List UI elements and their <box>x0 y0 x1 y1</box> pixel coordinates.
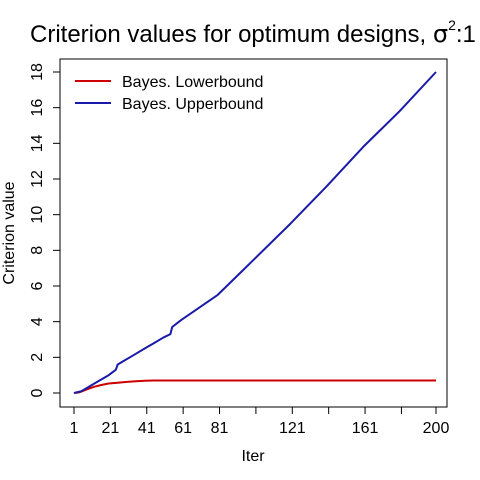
x-tick-label-0: 1 <box>70 420 79 437</box>
y-tick-label-5: 10 <box>29 206 46 224</box>
legend-label-lowerbound: Bayes. Lowerbound <box>122 74 263 91</box>
x-tick-label-1: 21 <box>101 420 119 437</box>
legend: Bayes. Lowerbound Bayes. Upperbound <box>75 74 263 113</box>
y-tick-label-1: 2 <box>29 353 46 362</box>
y-tick-label-7: 14 <box>29 134 46 152</box>
x-tick-label-3: 61 <box>174 420 192 437</box>
y-tick-label-8: 16 <box>29 99 46 117</box>
chart-title-tail: :1 <box>456 21 476 48</box>
legend-label-upperbound: Bayes. Upperbound <box>122 96 263 113</box>
y-tick-label-4: 8 <box>29 246 46 255</box>
chart-title-sigma: σ <box>433 20 448 48</box>
chart-title-main: Criterion values for optimum designs, <box>30 21 433 48</box>
y-tick-label-9: 18 <box>29 63 46 81</box>
y-axis-label: Criterion value <box>1 181 18 284</box>
y-tick-label-3: 6 <box>29 281 46 290</box>
x-tick-label-8: 161 <box>352 420 379 437</box>
x-axis: 1 21 41 61 81 121 161 200 <box>70 407 450 437</box>
chart-title: Criterion values for optimum designs, σ2… <box>30 17 476 48</box>
y-axis: 0 2 4 6 8 10 12 14 16 18 <box>29 63 60 397</box>
x-tick-label-10: 200 <box>423 420 450 437</box>
x-tick-label-2: 41 <box>138 420 156 437</box>
series-line-0 <box>73 379 436 394</box>
series-line-1 <box>73 71 437 394</box>
x-axis-label: Iter <box>241 448 265 465</box>
y-tick-label-6: 12 <box>29 170 46 188</box>
y-tick-label-2: 4 <box>29 317 46 326</box>
series-layer <box>73 71 437 394</box>
x-tick-label-6: 121 <box>279 420 306 437</box>
y-tick-label-0: 0 <box>29 388 46 397</box>
plot-frame <box>59 58 448 408</box>
x-tick-label-4: 81 <box>211 420 229 437</box>
chart-title-sup: 2 <box>448 17 456 33</box>
